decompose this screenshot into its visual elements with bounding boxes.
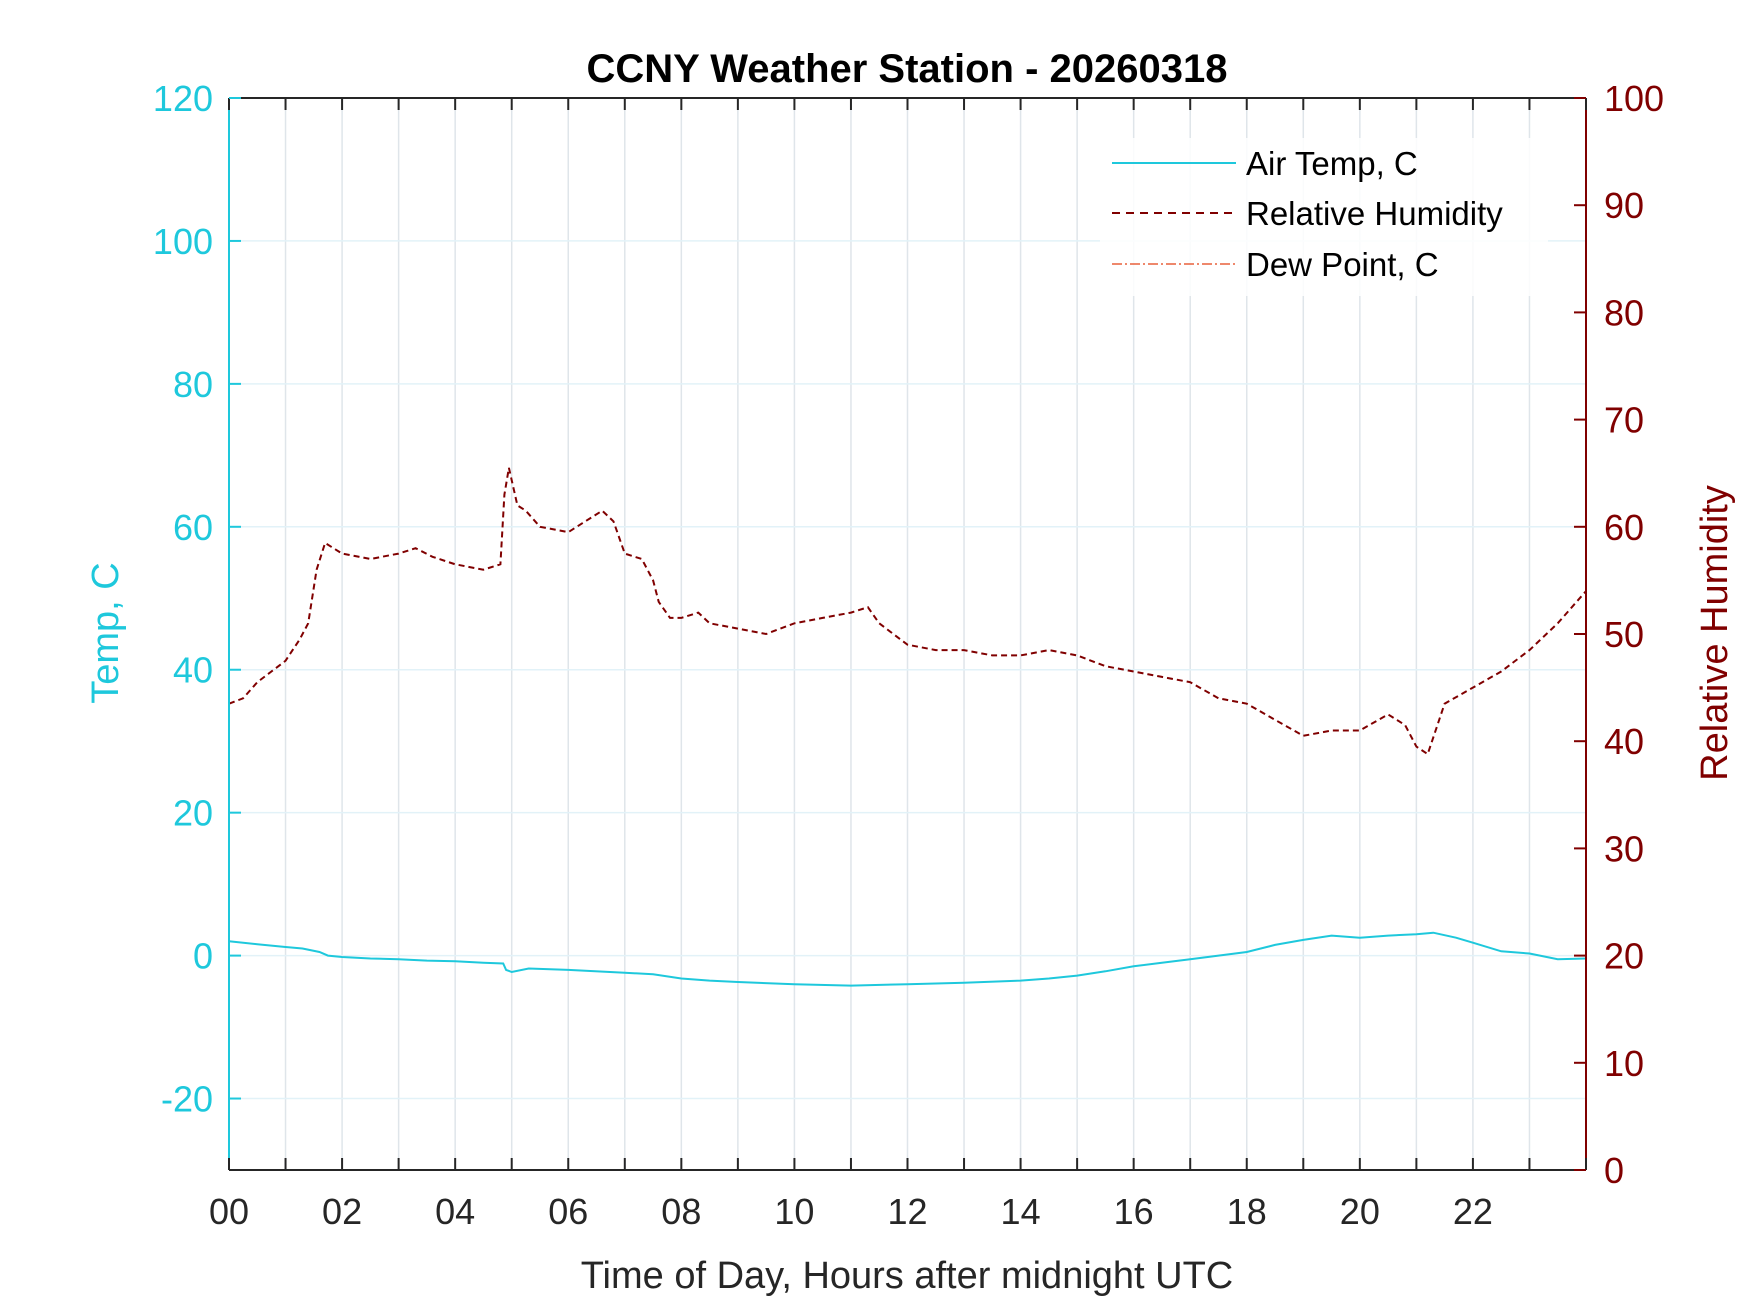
y-right-tick-label: 90 <box>1604 185 1644 226</box>
y-right-tick-label: 30 <box>1604 828 1644 869</box>
y-right-tick-label: 60 <box>1604 507 1644 548</box>
y-right-tick-label: 70 <box>1604 400 1644 441</box>
y-right-tick-label: 20 <box>1604 936 1644 977</box>
y-left-tick-label: 120 <box>153 78 213 119</box>
y-right-tick-label: 40 <box>1604 721 1644 762</box>
y-left-tick-label: -20 <box>161 1079 213 1120</box>
x-tick-label: 04 <box>435 1191 475 1232</box>
x-axis-label: Time of Day, Hours after midnight UTC <box>581 1255 1234 1297</box>
y-axis-right-label: Relative Humidity <box>1694 485 1736 781</box>
y-left-tick-label: 20 <box>173 793 213 834</box>
y-axis-left-label: Temp, C <box>85 562 127 703</box>
legend: Air Temp, C Relative Humidity Dew Point,… <box>1100 138 1548 296</box>
y-right-tick-label: 80 <box>1604 292 1644 333</box>
air-temp-line <box>228 931 1587 987</box>
y-right-tick-label: 100 <box>1604 78 1664 119</box>
chart-title: CCNY Weather Station - 20260318 <box>587 47 1228 91</box>
legend-dew-point-label: Dew Point, C <box>1246 246 1439 283</box>
legend-box <box>1100 138 1548 296</box>
x-tick-label: 10 <box>774 1191 814 1232</box>
y-left-tick-label: 0 <box>193 936 213 977</box>
series-layer <box>228 467 1587 987</box>
x-tick-label: 22 <box>1453 1191 1493 1232</box>
x-tick-label: 20 <box>1340 1191 1380 1232</box>
y-left-tick-label: 100 <box>153 221 213 262</box>
legend-air-temp-label: Air Temp, C <box>1246 145 1418 182</box>
y-right-tick-label: 0 <box>1604 1150 1624 1191</box>
legend-humidity-label: Relative Humidity <box>1246 195 1503 232</box>
x-tick-label: 08 <box>661 1191 701 1232</box>
x-tick-label: 00 <box>209 1191 249 1232</box>
y-right-tick-label: 50 <box>1604 614 1644 655</box>
y-left-tick-label: 40 <box>173 650 213 691</box>
x-tick-label: 06 <box>548 1191 588 1232</box>
x-tick-label: 02 <box>322 1191 362 1232</box>
x-tick-label: 16 <box>1114 1191 1154 1232</box>
x-tick-label: 18 <box>1227 1191 1267 1232</box>
y-left-tick-label: 80 <box>173 364 213 405</box>
humidity-line <box>228 467 1587 756</box>
x-tick-label: 14 <box>1001 1191 1041 1232</box>
y-right-tick-label: 10 <box>1604 1043 1644 1084</box>
y-left-tick-label: 60 <box>173 507 213 548</box>
x-tick-label: 12 <box>887 1191 927 1232</box>
ticks-layer: 00 02 04 06 08 10 12 14 16 18 20 22-200204060801001… <box>153 78 1664 1232</box>
grid-layer <box>229 98 1586 1170</box>
